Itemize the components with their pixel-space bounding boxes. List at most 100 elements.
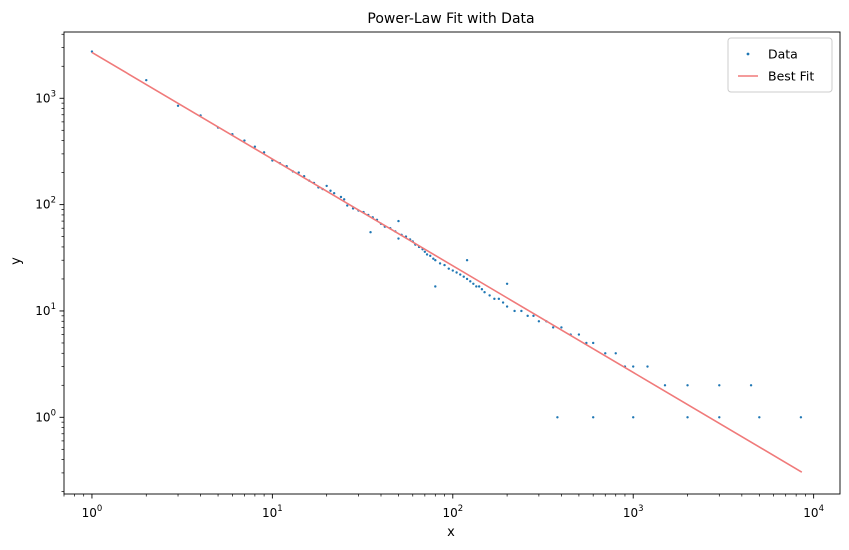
x-tick-label: 103: [623, 504, 644, 520]
data-point: [480, 288, 484, 291]
data-point: [686, 384, 689, 387]
data-point: [465, 277, 469, 281]
data-point: [532, 314, 535, 318]
chart-title: Power-Law Fit with Data: [367, 11, 534, 27]
data-point: [799, 416, 803, 419]
x-tick-label-exponent: 0: [97, 504, 102, 514]
x-tick-label: 102: [442, 504, 463, 520]
data-point: [560, 326, 563, 329]
data-point: [346, 204, 349, 207]
data-point: [325, 184, 328, 188]
axes-frame: [63, 31, 841, 495]
data-point: [551, 326, 555, 329]
y-tick-label-exponent: 2: [51, 196, 56, 206]
data-point: [176, 104, 180, 107]
data-point: [434, 259, 437, 262]
data-point: [718, 384, 721, 387]
data-point: [604, 352, 607, 355]
data-point: [332, 192, 336, 195]
y-tick-label-base: 10: [35, 198, 50, 212]
data-point: [432, 257, 435, 260]
data-point: [718, 416, 721, 419]
x-tick-label: 100: [82, 504, 103, 520]
data-point: [758, 416, 761, 419]
data-point: [423, 250, 427, 253]
best-fit-line: [91, 51, 803, 473]
data-point: [342, 198, 346, 201]
data-point: [329, 189, 332, 192]
y-tick-label: 102: [35, 196, 56, 212]
y-tick-label-exponent: 1: [51, 302, 56, 312]
x-tick-label-base: 10: [442, 506, 457, 520]
data-point: [686, 416, 689, 419]
x-tick-label: 101: [262, 504, 283, 520]
data-point: [477, 285, 481, 288]
data-point: [472, 282, 475, 286]
data-point: [339, 195, 343, 199]
x-tick-label-exponent: 2: [458, 504, 463, 514]
data-point: [297, 171, 300, 174]
y-tick-label-base: 10: [35, 304, 50, 318]
data-point: [369, 231, 372, 234]
data-point: [397, 219, 400, 223]
data-point: [455, 271, 458, 274]
y-tick-label: 103: [35, 89, 56, 105]
legend: Data Best Fit: [727, 37, 833, 93]
legend-label: Best Fit: [768, 69, 814, 84]
data-point: [513, 309, 516, 313]
x-tick-label-base: 10: [82, 506, 97, 520]
data-point: [505, 282, 509, 286]
data-point: [397, 237, 400, 240]
x-tick-label-base: 10: [623, 506, 638, 520]
x-tick-label-exponent: 4: [819, 504, 824, 514]
data-point: [443, 263, 446, 267]
data-point: [462, 275, 465, 278]
data-point: [243, 139, 246, 142]
y-tick-label-exponent: 3: [51, 89, 56, 99]
data-point: [591, 341, 595, 345]
x-tick-label: 104: [803, 504, 824, 520]
data-point: [488, 294, 491, 297]
data-point: [663, 384, 667, 387]
data-point: [429, 254, 432, 258]
data-point: [537, 320, 541, 323]
y-tick-label-base: 10: [35, 410, 50, 424]
data-point: [749, 384, 753, 387]
data-point: [497, 297, 501, 301]
data-point: [526, 314, 529, 318]
data-point: [493, 297, 496, 301]
data-point: [556, 416, 559, 419]
x-tick-label-base: 10: [803, 506, 818, 520]
legend-box: [727, 37, 833, 93]
data-point: [475, 285, 478, 288]
data-point: [632, 416, 635, 419]
data-point: [632, 365, 635, 368]
y-tick-label: 100: [35, 408, 56, 424]
data-point: [501, 301, 505, 304]
plot-area: [90, 50, 803, 473]
x-tick-label-base: 10: [262, 506, 277, 520]
data-point: [469, 280, 472, 283]
y-tick-label: 101: [35, 302, 56, 318]
y-tick-label-base: 10: [35, 91, 50, 105]
y-tick-label-exponent: 0: [51, 408, 56, 418]
data-point: [465, 259, 469, 262]
data-point: [145, 78, 148, 82]
x-tick-label-exponent: 3: [638, 504, 643, 514]
data-point: [646, 365, 649, 368]
y-axis-label: y: [9, 257, 24, 265]
data-point: [459, 273, 462, 276]
legend-marker: [746, 52, 750, 56]
data-point: [577, 333, 581, 336]
data-point: [591, 416, 595, 419]
legend-label: Data: [768, 47, 798, 62]
data-point: [434, 285, 437, 288]
data-point: [447, 267, 450, 270]
data-point: [438, 262, 442, 265]
data-point: [520, 309, 523, 313]
data-point: [253, 145, 257, 148]
data-point: [614, 352, 617, 355]
x-tick-label-exponent: 1: [277, 504, 282, 514]
